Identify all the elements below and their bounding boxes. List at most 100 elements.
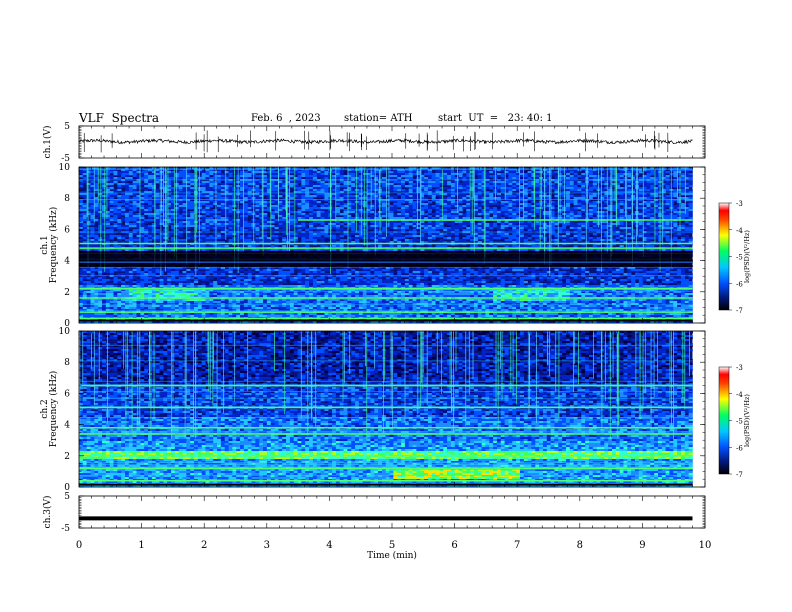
spectrogram-cell (627, 207, 631, 209)
spectrogram-cell (221, 217, 225, 219)
spectrogram-cell (627, 193, 631, 195)
spectrogram-cell (447, 171, 451, 173)
spectrogram-cell (604, 175, 608, 177)
spectrogram-cell (390, 181, 394, 183)
spectrogram-cell (535, 235, 539, 237)
spectrogram-cell (646, 205, 650, 207)
spectrogram-cell (121, 181, 125, 183)
spectrogram-cell (436, 205, 440, 207)
spectrogram-cell (451, 185, 455, 187)
spectrogram-cell (501, 187, 505, 189)
spectrogram-cell (485, 185, 489, 187)
spectrogram-cell (305, 187, 309, 189)
spectrogram-cell (309, 173, 313, 175)
spectrogram-cell (451, 233, 455, 235)
spectrogram-cell (382, 185, 386, 187)
spectrogram-cell (313, 171, 317, 173)
spectrogram-cell (462, 187, 466, 189)
spectrogram-cell (397, 187, 401, 189)
spectrogram-cell (340, 235, 344, 237)
spectrogram-cell (390, 177, 394, 179)
spectrogram-cell (393, 197, 397, 199)
spectrogram-cell (439, 201, 443, 203)
spectrogram-cell (248, 171, 252, 173)
spectrogram-cell (416, 215, 420, 217)
spectrogram-cell (455, 215, 459, 217)
spectrogram-cell (524, 177, 528, 179)
spectrogram-cell (206, 181, 210, 183)
spectrogram-cell (198, 223, 202, 225)
spectrogram-cell (98, 215, 102, 217)
spectrogram-cell (305, 175, 309, 177)
spectrogram-cell (121, 217, 125, 219)
spectrogram-cell (635, 211, 639, 213)
spectrogram-cell (125, 229, 129, 231)
spectrogram-cell (305, 215, 309, 217)
spectrogram-cell (248, 175, 252, 177)
spectrogram-cell (206, 225, 210, 227)
spectrogram-cell (666, 185, 670, 187)
spectrogram-cell (393, 171, 397, 173)
spectrogram-cell (577, 189, 581, 191)
spectrogram-cell (666, 223, 670, 225)
spectrogram-cell (646, 197, 650, 199)
spectrogram-cell (275, 227, 279, 229)
spectrogram-cell (574, 229, 578, 231)
spectrogram-cell (102, 217, 106, 219)
spectrogram-cell (604, 211, 608, 213)
spectrogram-cell (570, 207, 574, 209)
spectrogram-cell (179, 171, 183, 173)
spectrogram-cell (455, 235, 459, 237)
spectrogram-cell (244, 193, 248, 195)
spectrogram-cell (455, 221, 459, 223)
spectrogram-cell (558, 235, 562, 237)
spectrogram-cell (485, 177, 489, 179)
spectrogram-cell (443, 229, 447, 231)
spectrogram-cell (524, 173, 528, 175)
spectrogram-cell (278, 205, 282, 207)
spectrogram-cell (416, 201, 420, 203)
spectrogram-cell (129, 183, 133, 185)
spectrogram-cell (593, 201, 597, 203)
spectrogram-cell (336, 193, 340, 195)
spectrogram-cell (650, 189, 654, 191)
spectrogram-cell (612, 195, 616, 197)
spectrogram-cell (305, 209, 309, 211)
spectrogram-cell (344, 189, 348, 191)
spectrogram-cell (190, 203, 194, 205)
spectrogram-cell (416, 185, 420, 187)
spectrogram-cell (459, 183, 463, 185)
spectrogram-cell (401, 197, 405, 199)
spectrogram-cell (374, 235, 378, 237)
spectrogram-cell (351, 181, 355, 183)
spectrogram-cell (309, 233, 313, 235)
spectrogram-cell (401, 221, 405, 223)
spectrogram-cell (623, 227, 627, 229)
spectrogram-cell (409, 235, 413, 237)
spectrogram-cell (282, 219, 286, 221)
spectrogram-cell (309, 189, 313, 191)
spectrogram-cell (447, 203, 451, 205)
spectrogram-cell (589, 171, 593, 173)
spectrogram-cell (524, 185, 528, 187)
spectrogram-cell (213, 211, 217, 213)
spectrogram-cell (209, 201, 213, 203)
spectrogram-cell (110, 211, 114, 213)
spectrogram-cell (439, 187, 443, 189)
spectrogram-cell (489, 235, 493, 237)
spectrogram-cell (225, 195, 229, 197)
spectrogram-cell (528, 233, 532, 235)
spectrogram-cell (117, 229, 121, 231)
spectrogram-cell (83, 213, 87, 215)
spectrogram-cell (190, 201, 194, 203)
spectrogram-cell (401, 229, 405, 231)
spectrogram-cell (156, 235, 160, 237)
spectrogram-cell (627, 171, 631, 173)
spectrogram-cell (451, 217, 455, 219)
spectrogram-cell (94, 213, 98, 215)
spectrogram-cell (627, 173, 631, 175)
spectrogram-cell (685, 229, 689, 231)
spectrogram-cell (98, 175, 102, 177)
spectrogram-cell (547, 189, 551, 191)
spectrogram-cell (497, 233, 501, 235)
